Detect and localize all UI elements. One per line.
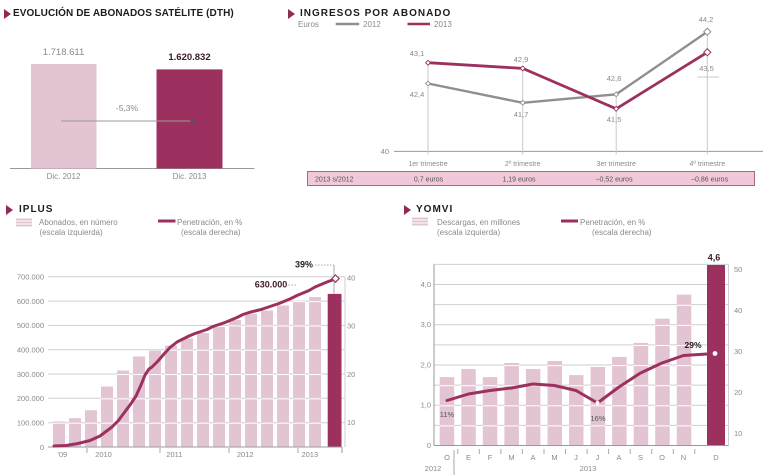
svg-text:1,19 euros: 1,19 euros — [502, 177, 536, 184]
svg-text:41,7: 41,7 — [514, 110, 529, 119]
svg-text:4,6: 4,6 — [708, 253, 721, 263]
svg-text:2013 s/2012: 2013 s/2012 — [315, 177, 354, 184]
svg-text:3er trimestre: 3er trimestre — [597, 161, 636, 168]
svg-text:300.000: 300.000 — [17, 370, 44, 379]
svg-text:1,0: 1,0 — [421, 401, 431, 410]
svg-text:4,0: 4,0 — [421, 280, 431, 289]
svg-text:(escala izquierda): (escala izquierda) — [437, 228, 500, 237]
svg-text:Abonados, en número: Abonados, en número — [39, 218, 118, 227]
svg-text:200.000: 200.000 — [17, 394, 44, 403]
svg-text:−0,52 euros: −0,52 euros — [595, 177, 633, 184]
svg-text:16%: 16% — [590, 414, 605, 423]
svg-text:O: O — [659, 453, 665, 462]
svg-text:N: N — [681, 453, 686, 462]
svg-text:20: 20 — [347, 370, 355, 379]
svg-text:700.000: 700.000 — [17, 273, 44, 282]
svg-text:Dic. 2012: Dic. 2012 — [47, 172, 81, 181]
svg-text:Penetración, en %: Penetración, en % — [177, 218, 242, 227]
svg-text:0: 0 — [40, 443, 44, 452]
svg-text:3,0: 3,0 — [421, 320, 431, 329]
svg-text:50: 50 — [734, 265, 742, 274]
svg-text:1.718.611: 1.718.611 — [43, 47, 85, 58]
svg-text:630.000: 630.000 — [255, 280, 288, 290]
svg-text:44,2: 44,2 — [699, 15, 714, 24]
svg-text:2º trimestre: 2º trimestre — [505, 161, 541, 168]
svg-text:11%: 11% — [440, 410, 455, 419]
svg-text:O: O — [444, 453, 450, 462]
svg-text:10: 10 — [734, 429, 742, 438]
svg-text:2013: 2013 — [580, 464, 597, 473]
svg-text:A: A — [616, 453, 621, 462]
svg-text:30: 30 — [734, 347, 742, 356]
svg-text:10: 10 — [347, 418, 355, 427]
svg-text:2011: 2011 — [166, 450, 182, 459]
svg-text:'09: '09 — [57, 450, 67, 459]
svg-text:E: E — [466, 453, 471, 462]
svg-text:40: 40 — [347, 274, 355, 283]
svg-text:42,8: 42,8 — [607, 74, 622, 83]
svg-text:39%: 39% — [295, 260, 313, 270]
svg-text:S: S — [638, 453, 643, 462]
svg-text:40: 40 — [381, 147, 389, 156]
svg-text:42,9: 42,9 — [514, 55, 529, 64]
svg-text:0,7 euros: 0,7 euros — [414, 177, 444, 184]
svg-text:D: D — [713, 453, 719, 462]
svg-text:20: 20 — [734, 388, 742, 397]
svg-text:Descargas, en millones: Descargas, en millones — [437, 218, 520, 227]
svg-text:2012: 2012 — [237, 450, 254, 459]
svg-text:0: 0 — [427, 441, 431, 450]
svg-text:400.000: 400.000 — [17, 346, 44, 355]
svg-text:29%: 29% — [684, 340, 701, 350]
svg-text:600.000: 600.000 — [17, 297, 44, 306]
svg-text:43,5: 43,5 — [699, 64, 714, 73]
svg-text:2012: 2012 — [425, 464, 442, 473]
svg-text:41,5: 41,5 — [607, 115, 622, 124]
svg-text:2012: 2012 — [363, 20, 381, 29]
svg-text:2013: 2013 — [434, 20, 452, 29]
svg-text:40: 40 — [734, 306, 742, 315]
svg-text:1er trimestre: 1er trimestre — [408, 161, 447, 168]
svg-text:Euros: Euros — [298, 20, 319, 29]
svg-text:J: J — [596, 453, 600, 462]
svg-text:-5,3%: -5,3% — [116, 103, 139, 113]
svg-text:1.620.832: 1.620.832 — [168, 52, 210, 63]
svg-text:J: J — [574, 453, 578, 462]
svg-text:43,1: 43,1 — [410, 49, 425, 58]
svg-text:42,4: 42,4 — [410, 90, 425, 99]
svg-text:2013: 2013 — [301, 450, 318, 459]
svg-text:Penetración, en %: Penetración, en % — [580, 218, 645, 227]
svg-text:M: M — [551, 453, 557, 462]
svg-text:2,0: 2,0 — [421, 361, 431, 370]
svg-text:−0,86 euros: −0,86 euros — [691, 177, 729, 184]
svg-text:100.000: 100.000 — [17, 419, 44, 428]
svg-text:2010: 2010 — [95, 450, 112, 459]
svg-text:(escala izquierda): (escala izquierda) — [40, 228, 103, 237]
svg-text:M: M — [508, 453, 514, 462]
svg-text:A: A — [530, 453, 535, 462]
svg-text:500.000: 500.000 — [17, 321, 44, 330]
svg-text:4º trimestre: 4º trimestre — [689, 161, 725, 168]
svg-text:30: 30 — [347, 322, 355, 331]
svg-text:(escala derecha): (escala derecha) — [592, 228, 652, 237]
svg-text:F: F — [488, 453, 493, 462]
svg-text:(escala derecha): (escala derecha) — [181, 228, 241, 237]
svg-text:Dic. 2013: Dic. 2013 — [173, 172, 207, 181]
